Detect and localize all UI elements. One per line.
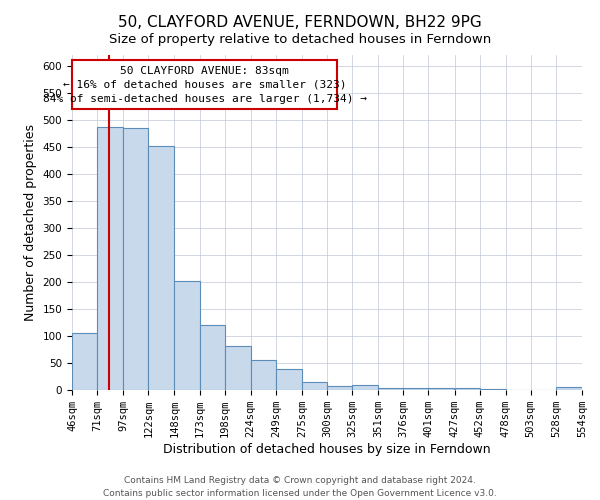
Text: Contains HM Land Registry data © Crown copyright and database right 2024.
Contai: Contains HM Land Registry data © Crown c… <box>103 476 497 498</box>
Bar <box>276 370 302 390</box>
Bar <box>556 388 582 390</box>
Bar <box>148 146 175 390</box>
Bar <box>327 386 352 390</box>
Bar <box>72 60 337 109</box>
Bar <box>378 388 403 390</box>
Bar <box>352 384 378 390</box>
Bar <box>175 281 200 390</box>
Bar <box>199 325 224 390</box>
X-axis label: Distribution of detached houses by size in Ferndown: Distribution of detached houses by size … <box>163 443 491 456</box>
Bar <box>123 128 148 390</box>
Bar <box>479 389 506 390</box>
Bar <box>97 127 123 390</box>
Bar <box>224 346 251 390</box>
Text: Size of property relative to detached houses in Ferndown: Size of property relative to detached ho… <box>109 32 491 46</box>
Text: 50, CLAYFORD AVENUE, FERNDOWN, BH22 9PG: 50, CLAYFORD AVENUE, FERNDOWN, BH22 9PG <box>118 15 482 30</box>
Text: 50 CLAYFORD AVENUE: 83sqm
← 16% of detached houses are smaller (323)
84% of semi: 50 CLAYFORD AVENUE: 83sqm ← 16% of detac… <box>43 66 367 104</box>
Bar <box>302 382 327 390</box>
Bar <box>251 360 276 390</box>
Bar <box>455 388 479 390</box>
Bar <box>428 388 455 390</box>
Bar <box>403 388 428 390</box>
Bar <box>72 334 97 390</box>
Y-axis label: Number of detached properties: Number of detached properties <box>24 124 37 321</box>
